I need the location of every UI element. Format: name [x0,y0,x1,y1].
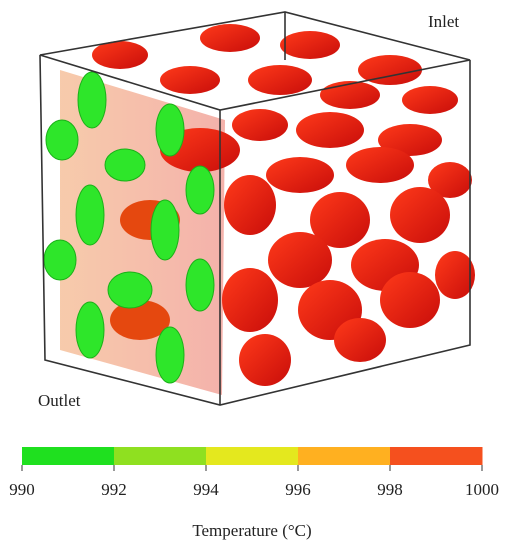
colorbar-tick-label: 994 [193,480,219,499]
colorbar-segment [206,447,299,465]
inlet-label: Inlet [428,12,459,31]
colorbar-tick-label: 990 [9,480,35,499]
colorbar-segment [390,447,483,465]
colorbar-segment [22,447,115,465]
colorbar-segment [298,447,391,465]
lattice [43,24,475,395]
colorbar-segment [114,447,207,465]
colorbar-tick-label: 992 [101,480,127,499]
colorbar-tick-label: 996 [285,480,311,499]
outlet-label: Outlet [38,391,81,410]
colorbar-title: Temperature (°C) [192,521,311,540]
colorbar: 990 992 994 996 998 1000 [9,447,499,499]
colorbar-tick-label: 1000 [465,480,499,499]
cube-outline [39,11,471,406]
colorbar-tick-label: 998 [377,480,403,499]
